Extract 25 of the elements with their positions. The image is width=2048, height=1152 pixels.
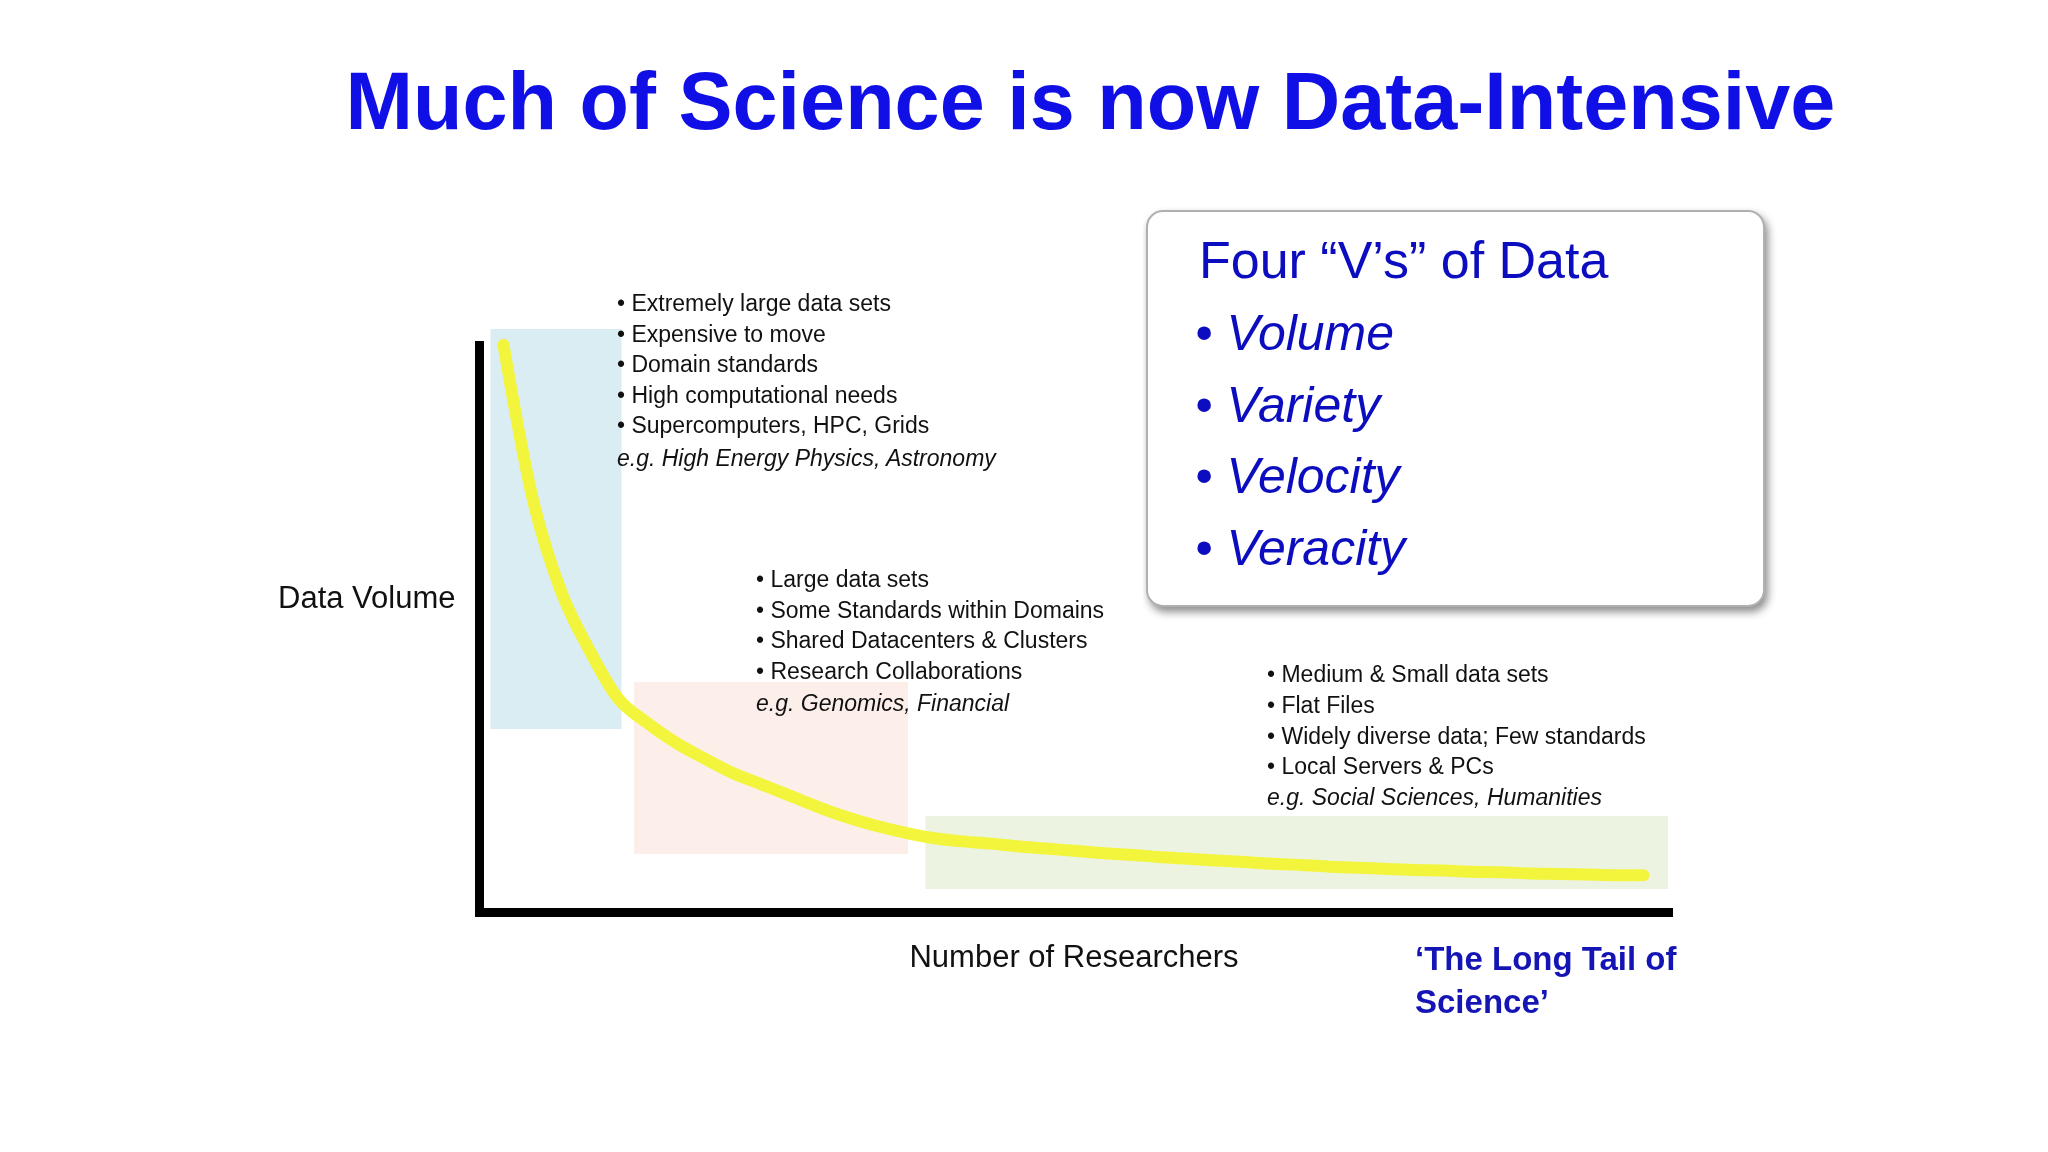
annotation: • Velocity (1195, 448, 1403, 505)
annotation: • High computational needs (617, 381, 898, 408)
annotation: • Veracity (1195, 520, 1409, 577)
annotation: • Expensive to move (617, 320, 826, 347)
text: Four “V’s” of Data (1199, 231, 1609, 289)
annotation: • Volume (1195, 305, 1395, 361)
text: ‘The Long Tail of Science’ (1415, 940, 1678, 1020)
annotation: • Widely diverse data; Few standards (1267, 722, 1646, 749)
annotation: • Supercomputers, HPC, Grids (617, 412, 930, 439)
annotation: • Flat Files (1267, 691, 1375, 718)
annotation: • Research Collaborations (756, 657, 1023, 684)
annotation: e.g. Social Sciences, Humanities (1267, 784, 1603, 810)
y-axis-title: Data Volume (278, 579, 456, 615)
annotation: • Variety (1195, 376, 1384, 433)
annotation: e.g. High Energy Physics, Astronomy (617, 445, 998, 471)
annotation: • Some Standards within Domains (756, 596, 1105, 623)
annotation: • Local Servers & PCs (1267, 753, 1494, 780)
annotation: e.g. Genomics, Financial (756, 689, 1010, 716)
annotation: • Medium & Small data sets (1267, 661, 1549, 687)
chart-title: Much of Science is now Data-Intensive (345, 56, 1836, 146)
annotation: • Large data sets (756, 566, 929, 592)
text: • Extremely large data sets (617, 290, 891, 316)
annotation: • Domain standards (617, 351, 819, 378)
annotation: • Shared Datacenters & Clusters (756, 627, 1088, 654)
x-axis-title: Number of Researchers (909, 938, 1239, 974)
